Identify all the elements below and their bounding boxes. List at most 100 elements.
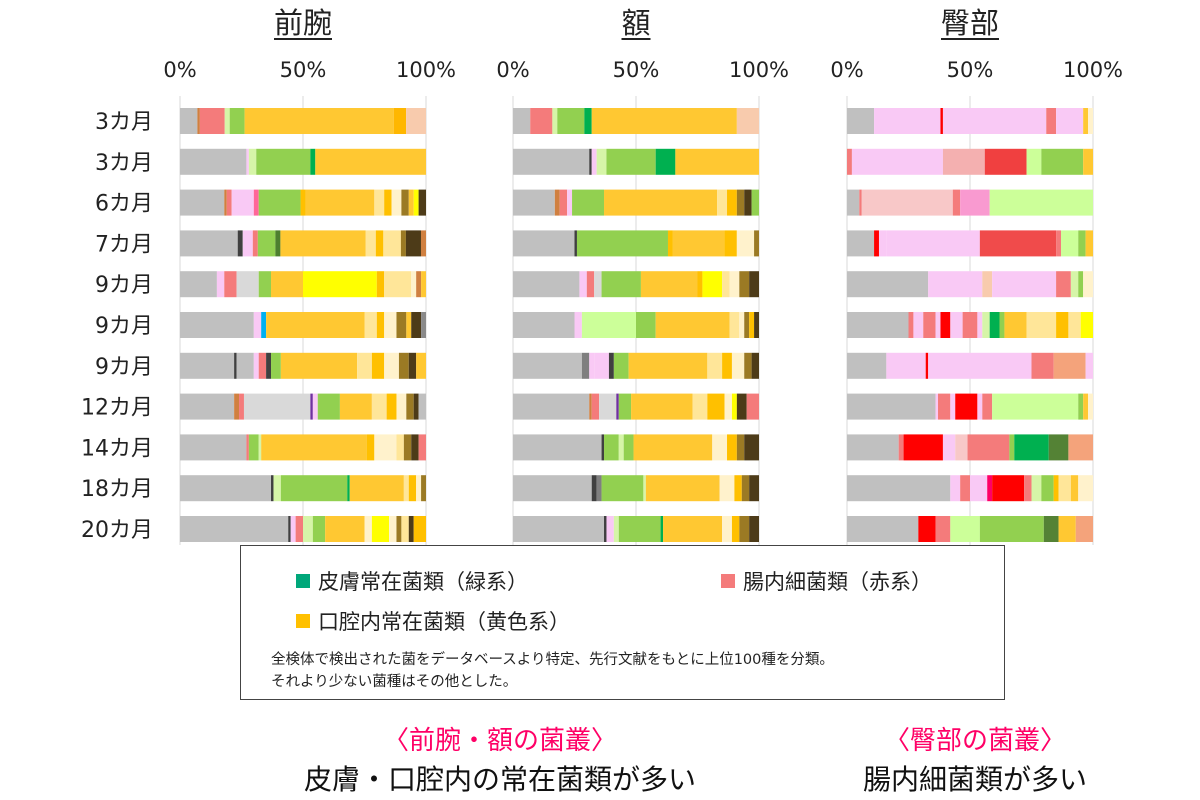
bar-segment [903,434,943,461]
bar-segment [256,148,311,175]
bar-segment [418,434,426,461]
bar-segment [199,108,225,134]
bar-segment [1088,108,1093,134]
bar-segment [290,516,296,542]
bar-segment [315,148,426,175]
bar-segment [403,434,412,461]
bar-segment [418,189,426,216]
bar-segment [303,516,313,542]
bar-segment [1083,271,1093,298]
bar-segment [242,230,253,257]
bar-segment [594,271,602,298]
bar-segment [608,352,614,379]
bar-segment [736,230,755,257]
bar-segment [364,312,377,338]
bar-segment [616,393,619,420]
bar-segment [180,189,225,216]
bar-segment [295,516,303,542]
bar-segment [847,312,909,338]
bar-segment [339,393,372,420]
bar-segment [847,393,936,420]
bar-segment [591,108,737,134]
bar-segment [928,271,983,298]
bar-segment [1083,108,1089,134]
bar-segment [874,108,941,134]
bar-segment [253,189,259,216]
bar-segment [312,393,318,420]
bar-segment [913,312,924,338]
legend-swatch-skin [296,574,310,588]
bar-segment [604,189,718,216]
bar-segment [513,148,590,175]
bar-segment [391,189,402,216]
bar-segment [601,434,605,461]
bar-segment [572,189,605,216]
bar-segment [557,108,585,134]
bar-segment [940,312,951,338]
bar-segment [1056,312,1069,338]
bar-segment [1026,312,1057,338]
bar-segment [950,516,980,542]
bar-segment [979,516,1044,542]
bar-segment [878,230,887,257]
bar-segment [413,516,426,542]
bar-segment [1068,434,1093,461]
bar-segment [744,434,759,461]
panel-title: 額 [621,6,650,40]
bar-segment [604,516,607,542]
bar-segment [636,312,656,338]
bar-segment [579,271,587,298]
category-label: 9カ月 [95,273,153,298]
bar-segment [987,475,993,502]
bar-segment [736,108,759,134]
bar-segment [224,108,230,134]
bar-segment [1075,516,1093,542]
bar-segment [1080,312,1093,338]
bar-segment [180,352,235,379]
bar-segment [383,230,401,257]
bar-segment [604,434,619,461]
bar-segment [923,312,936,338]
bar-segment [908,312,914,338]
bar-segment [258,434,262,461]
bar-segment [513,434,602,461]
bar-segment [408,516,414,542]
bar-segment [952,189,961,216]
bar-segment [628,352,708,379]
bar-segment [581,312,636,338]
x-tick-label: 100% [729,58,789,82]
bar-segment [374,189,385,216]
bar-segment [411,434,419,461]
bar-segment [1031,352,1054,379]
bar-segment [513,516,605,542]
bar-segment [589,393,592,420]
bar-segment [660,516,664,542]
bar-segment [396,516,402,542]
bar-segment [967,434,1010,461]
x-tick-label: 100% [1063,58,1123,82]
category-label: 7カ月 [95,232,153,257]
bar-segment [389,516,397,542]
bar-segment [530,108,553,134]
bar-segment [992,475,1025,502]
bar-segment [416,352,426,379]
bar-segment [400,230,406,257]
bar-segment [692,393,708,420]
bar-segment [1058,516,1076,542]
bar-segment [618,393,632,420]
bar-segment [567,189,573,216]
bar-segment [589,148,592,175]
bar-segment [403,475,409,502]
bar-segment [1058,475,1071,502]
bar-segment [1085,352,1093,379]
bar-segment [960,475,970,502]
bar-segment [266,352,272,379]
bar-segment [633,434,713,461]
bar-segment [197,108,200,134]
bar-segment [376,271,385,298]
bar-segment [918,516,936,542]
bar-segment [1024,475,1032,502]
bar-segment [596,475,602,502]
bar-segment [408,352,417,379]
category-label: 20カ月 [81,518,153,543]
